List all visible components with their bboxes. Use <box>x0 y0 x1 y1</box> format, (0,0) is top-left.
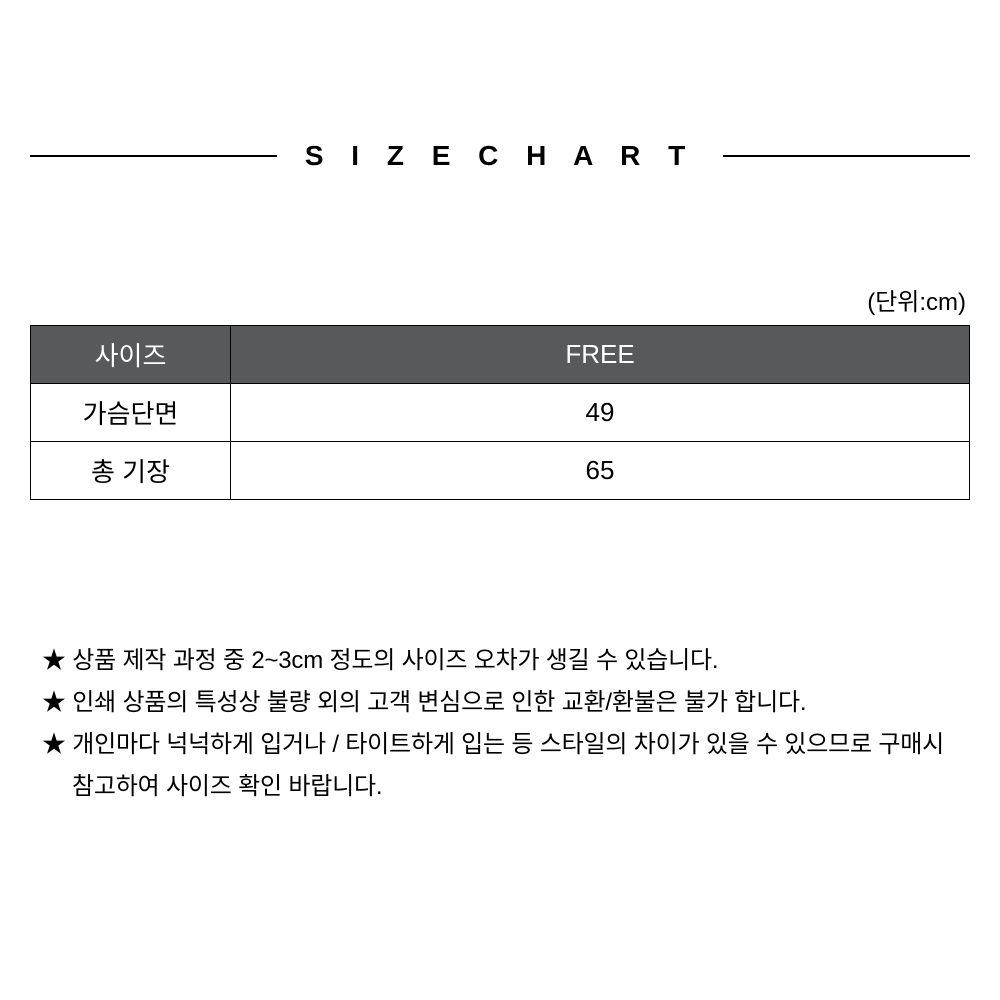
title-row: S I Z E C H A R T <box>30 140 970 172</box>
note-text: 상품 제작 과정 중 2~3cm 정도의 사이즈 오차가 생길 수 있습니다. <box>72 647 718 674</box>
table-row-value: 49 <box>231 384 970 442</box>
star-icon: ★ <box>42 731 66 758</box>
note-line: ★ 상품 제작 과정 중 2~3cm 정도의 사이즈 오차가 생길 수 있습니다… <box>42 640 970 682</box>
page-title: S I Z E C H A R T <box>277 140 723 172</box>
table-row: 총 기장 65 <box>31 442 970 500</box>
table-row-label: 총 기장 <box>31 442 231 500</box>
table-row: 가슴단면 49 <box>31 384 970 442</box>
note-text: 개인마다 넉넉하게 입거나 / 타이트하게 입는 등 스타일의 차이가 있을 수… <box>72 731 944 800</box>
title-line-left <box>30 155 277 157</box>
size-chart-table: 사이즈 FREE 가슴단면 49 총 기장 65 <box>30 325 970 500</box>
table-header-cell: FREE <box>231 326 970 384</box>
unit-label: (단위:cm) <box>30 282 970 317</box>
table-row-label: 가슴단면 <box>31 384 231 442</box>
note-line: ★ 개인마다 넉넉하게 입거나 / 타이트하게 입는 등 스타일의 차이가 있을… <box>42 724 970 808</box>
star-icon: ★ <box>42 647 66 674</box>
note-text: 인쇄 상품의 특성상 불량 외의 고객 변심으로 인한 교환/환불은 불가 합니… <box>72 689 806 716</box>
table-header-cell: 사이즈 <box>31 326 231 384</box>
notes-section: ★ 상품 제작 과정 중 2~3cm 정도의 사이즈 오차가 생길 수 있습니다… <box>30 640 970 808</box>
star-icon: ★ <box>42 689 66 716</box>
note-line: ★ 인쇄 상품의 특성상 불량 외의 고객 변심으로 인한 교환/환불은 불가 … <box>42 682 970 724</box>
table-row-value: 65 <box>231 442 970 500</box>
title-line-right <box>723 155 970 157</box>
table-header-row: 사이즈 FREE <box>31 326 970 384</box>
